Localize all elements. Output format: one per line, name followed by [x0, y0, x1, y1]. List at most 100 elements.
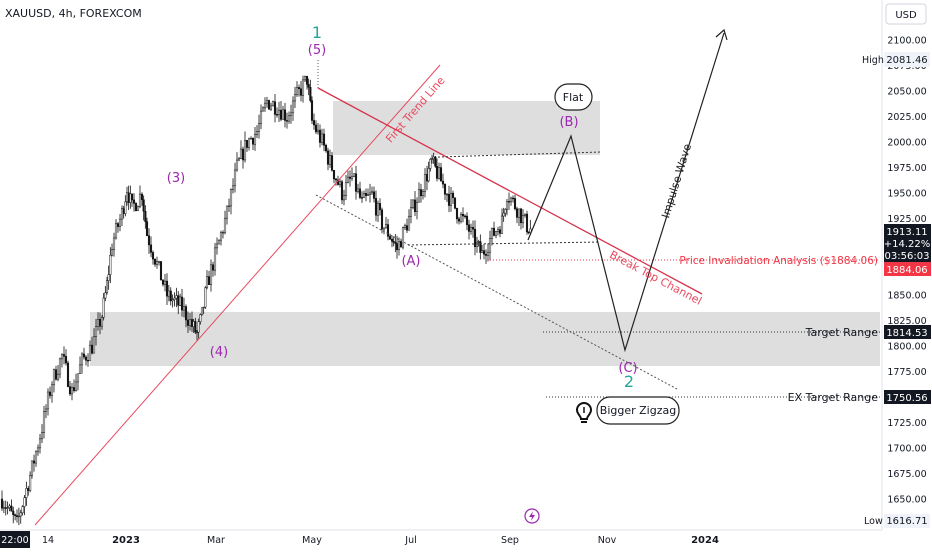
candle: [403, 223, 407, 231]
support-zone: [90, 312, 880, 366]
lightbulb-icon: [575, 402, 593, 423]
time-tick-2: 2023: [112, 535, 140, 546]
candle: [225, 205, 229, 225]
time-tick-0: 22:00: [1, 535, 28, 546]
target-price-tag: [884, 325, 931, 339]
flat-top-line: [437, 151, 602, 158]
candle: [165, 273, 169, 305]
candle: [161, 279, 165, 287]
price-tick-1675: 1675.00: [887, 469, 926, 480]
projection-path: [527, 32, 725, 353]
candle: [140, 192, 144, 206]
candle: [219, 230, 223, 246]
candle: [186, 311, 190, 333]
price-tick-1825: 1825.00: [887, 316, 926, 327]
invalidation-price-value: 1884.06: [886, 265, 927, 276]
candle: [50, 381, 54, 403]
candle: [255, 125, 259, 138]
price-tick-1950: 1950.00: [887, 189, 926, 200]
candle: [84, 355, 88, 366]
candle: [502, 207, 505, 222]
candle: [494, 231, 498, 239]
candle: [6, 501, 9, 515]
candle: [310, 96, 314, 124]
wave-label-2: 2: [624, 372, 634, 391]
candle: [360, 191, 364, 203]
candle: [405, 218, 409, 234]
candle: [153, 258, 157, 267]
time-tick-1: 14: [42, 535, 54, 546]
candle: [289, 104, 293, 124]
candle: [239, 140, 243, 159]
candle: [285, 112, 289, 129]
candle: [394, 233, 397, 253]
candle: [245, 140, 249, 152]
candle: [132, 193, 136, 212]
high-tag: [884, 52, 930, 67]
event-lightning-icon[interactable]: [524, 508, 540, 524]
candle: [221, 230, 225, 239]
candle: [42, 405, 46, 439]
candle: [370, 186, 374, 195]
candle: [145, 217, 149, 237]
candle: [60, 353, 64, 368]
candle: [78, 356, 82, 374]
candle: [409, 199, 413, 224]
time-crosshair-tag: [0, 531, 30, 548]
wave-label-1: 1: [312, 23, 322, 42]
candle: [253, 127, 257, 151]
candle: [419, 183, 423, 203]
candle: [155, 256, 159, 269]
impulse-wave-label: Impulse Wave: [659, 142, 694, 220]
candle: [312, 113, 316, 130]
candle: [364, 188, 368, 202]
candle: [233, 162, 237, 193]
price-tick-1850: 1850.00: [887, 291, 926, 302]
currency-button[interactable]: [885, 3, 927, 25]
candle: [314, 120, 318, 135]
candle: [411, 199, 415, 210]
candle: [382, 227, 386, 235]
candle: [465, 212, 469, 231]
candle: [423, 168, 427, 198]
time-axis[interactable]: [0, 530, 882, 550]
candle: [318, 124, 322, 148]
candle: [434, 155, 437, 168]
candle: [511, 195, 515, 203]
candle: [122, 205, 125, 219]
candle: [104, 286, 107, 302]
candle: [492, 221, 496, 237]
candle: [326, 147, 330, 171]
candle: [386, 218, 390, 241]
candle: [401, 226, 405, 250]
candle: [380, 207, 384, 234]
invalidation-price-tag: [884, 262, 931, 276]
candle: [265, 96, 269, 108]
candle: [118, 213, 122, 232]
candle: [441, 173, 445, 189]
candle: [209, 259, 213, 292]
candle: [263, 97, 267, 112]
candle: [14, 513, 17, 521]
candle: [147, 228, 151, 254]
candle: [437, 162, 441, 180]
candle: [293, 86, 297, 108]
candle: [188, 312, 192, 331]
candle: [515, 206, 519, 224]
candle: [275, 107, 279, 118]
candle: [368, 183, 372, 203]
currency-button-label: USD: [895, 10, 917, 21]
price-tick-1650: 1650.00: [887, 495, 926, 506]
candle: [197, 318, 200, 339]
candle: [509, 196, 513, 206]
candle: [366, 188, 370, 197]
candle: [110, 243, 114, 257]
price-invalidation-label: Price Invalidation Analysis ($1884.06): [679, 255, 878, 267]
candle: [120, 205, 124, 227]
current-price-value: 1913.11: [886, 227, 927, 238]
candle: [291, 96, 295, 121]
candle: [249, 136, 253, 140]
candle: [19, 509, 22, 524]
candle: [399, 238, 403, 248]
